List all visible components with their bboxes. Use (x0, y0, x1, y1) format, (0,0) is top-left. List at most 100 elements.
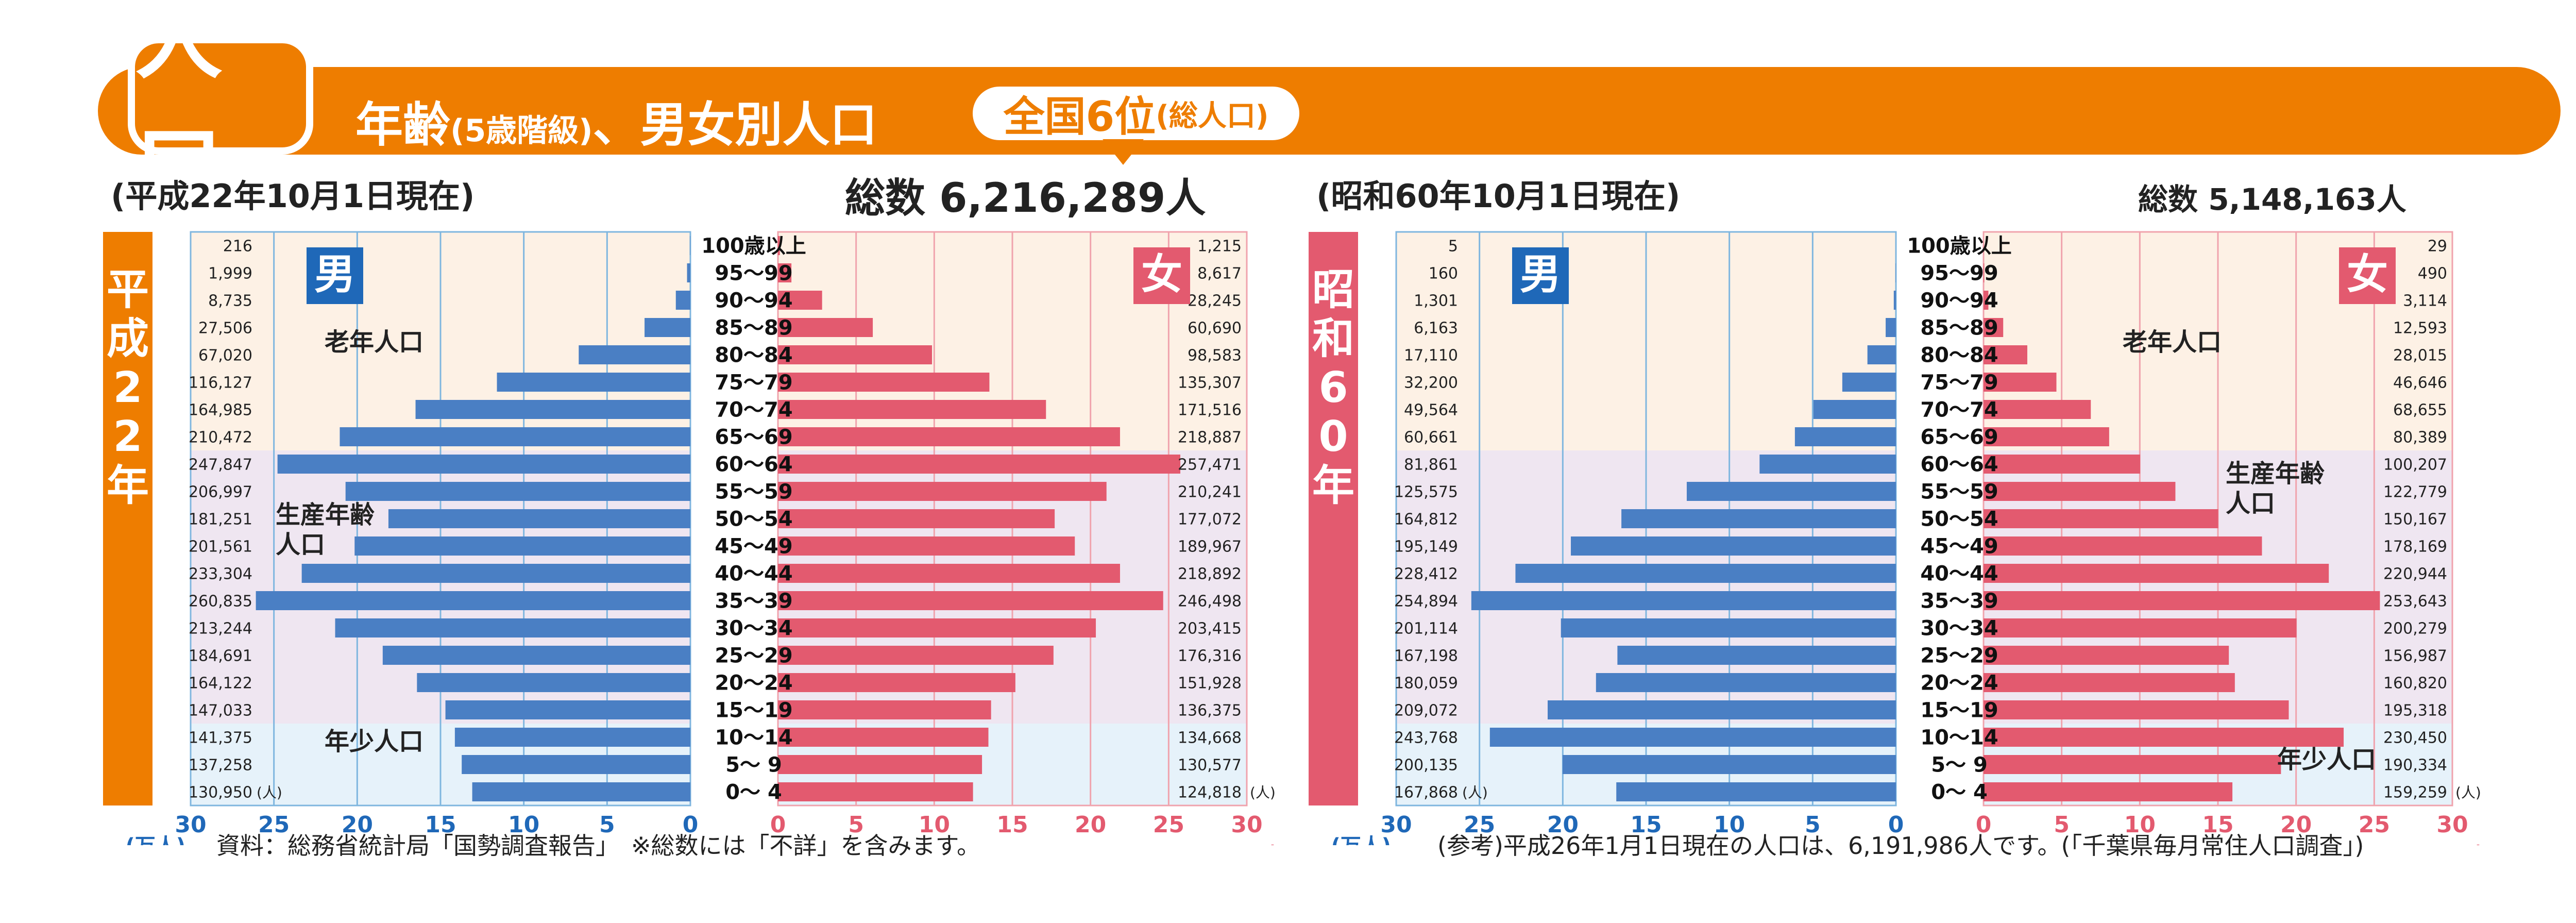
female-count-label: 156,987 (2383, 647, 2447, 665)
female-count-label: 246,498 (1178, 593, 1242, 611)
age-group-label: 55～59 (715, 480, 792, 504)
female-count-label: 60,690 (1188, 320, 1242, 338)
female-bar (1984, 400, 2091, 419)
subtitle-main: 年齢 (355, 97, 451, 153)
male-count-label: 1,301 (1414, 292, 1458, 310)
era-label-showa60: 昭和 6 0 年 (1312, 265, 1354, 510)
female-bar (778, 728, 989, 747)
rank-badge-pointer (1103, 139, 1144, 165)
female-count-label: 80,389 (2393, 429, 2447, 447)
male-bar (462, 755, 690, 774)
female-count-label: 12,593 (2393, 320, 2447, 338)
male-count-label: 228,412 (1394, 565, 1458, 583)
age-group-label: 70～74 (715, 398, 792, 422)
female-label-bg (2339, 247, 2396, 304)
female-count-label: 134,668 (1178, 729, 1242, 747)
female-tick-label: 5 (848, 812, 864, 838)
female-count-label: 122,779 (2383, 483, 2447, 501)
female-count-label: 124,818 (1178, 784, 1242, 802)
male-bar (1562, 755, 1896, 774)
male-count-suffix: (人) (257, 784, 282, 801)
age-group-label: 20～24 (1920, 672, 1998, 695)
group-label: 生産年齢人口 (2226, 459, 2325, 518)
male-count-label: 67,020 (198, 347, 252, 365)
male-bar (415, 400, 690, 419)
era-label-bg (103, 232, 152, 805)
female-count-label: 178,169 (2383, 538, 2447, 556)
asof-left: (平成22年10月1日現在) (111, 177, 475, 215)
female-count-label: 490 (2418, 265, 2447, 283)
age-group-label: 85～89 (1920, 316, 1998, 340)
female-unit-label: (万人) (1232, 844, 1288, 845)
era-label-bg (1309, 232, 1358, 805)
female-count-label: 130,577 (1178, 757, 1242, 775)
group-label: 年少人口 (2277, 745, 2376, 774)
rank-main: 全国6位 (1003, 93, 1156, 141)
female-bar (1984, 618, 2297, 637)
male-count-label: 147,033 (189, 702, 252, 720)
male-bar (1471, 591, 1896, 610)
subtitle-rest: 、男女別人口 (592, 97, 877, 153)
age-group-label: 30～34 (1920, 617, 1998, 641)
female-count-label: 28,015 (2393, 347, 2447, 365)
female-bar (778, 618, 1096, 637)
male-bar (1571, 536, 1896, 556)
group-label: 生産年齢人口 (276, 500, 375, 559)
age-group-label: 5～ 9 (725, 753, 782, 777)
male-count-label: 6,163 (1414, 320, 1458, 338)
female-bar (778, 455, 1180, 474)
male-bar (454, 728, 690, 747)
female-tick-label: 15 (2202, 812, 2233, 838)
age-group-label: 90～94 (715, 289, 792, 313)
male-count-label: 17,110 (1404, 347, 1458, 365)
age-group-label: 0～ 4 (1931, 781, 1988, 804)
female-count-label: 176,316 (1178, 647, 1242, 665)
female-bar (778, 536, 1075, 556)
subtitle-paren: (5歳階級) (450, 113, 593, 149)
male-count-label: 32,200 (1404, 374, 1458, 392)
female-bar (778, 427, 1120, 446)
age-group-label: 55～59 (1920, 480, 1998, 504)
male-tick-label: 0 (1888, 812, 1904, 838)
female-count-suffix: (人) (2455, 784, 2481, 801)
female-tick-label: 25 (2359, 812, 2390, 838)
female-bar (1984, 591, 2380, 610)
pyramid-chart-showa60: 昭和 6 0 年 5 160 1,301 6,163 17,110 32,200 49,564 60,… (1309, 231, 2494, 845)
age-group-label: 35～39 (1920, 590, 1998, 613)
title-banner (98, 67, 2561, 155)
age-group-label: 50～54 (1920, 508, 1998, 531)
female-count-label: 46,646 (2393, 374, 2447, 392)
male-bar (472, 782, 690, 801)
total-right: 総数 5,148,163人 (2138, 182, 2406, 217)
female-tick-label: 20 (2280, 812, 2312, 838)
male-count-label: 27,506 (198, 320, 252, 338)
female-bar (1984, 673, 2235, 692)
male-count-label: 216 (223, 238, 252, 256)
age-group-label: 75～79 (1920, 371, 1998, 395)
female-tick-label: 30 (2436, 812, 2468, 838)
age-group-label: 40～44 (715, 562, 792, 586)
age-group-label: 80～84 (715, 344, 792, 367)
female-count-label: 189,967 (1178, 538, 1242, 556)
age-group-label: 100歳以上 (701, 234, 806, 258)
title-badge: 人口 (128, 0, 313, 218)
female-label-bg (1133, 247, 1190, 304)
female-count-label: 171,516 (1178, 401, 1242, 419)
age-group-label: 95～99 (1920, 262, 1998, 286)
age-group-label: 95～99 (715, 262, 792, 286)
male-count-label: 181,251 (189, 511, 252, 529)
female-tick-label: 10 (919, 812, 950, 838)
age-group-label: 10～14 (1920, 726, 1998, 750)
pyramid-chart-heisei22: 平成 2 2 年 216 1,999 8,735 27,506 67,020 116,127 164… (103, 231, 1288, 845)
female-count-label: 3,114 (2403, 292, 2447, 310)
male-bar (1596, 673, 1896, 692)
male-tick-label: 5 (1805, 812, 1821, 838)
male-count-label: 200,135 (1394, 757, 1458, 775)
female-count-label: 28,245 (1188, 292, 1242, 310)
male-bar (277, 455, 690, 474)
male-count-label: 49,564 (1404, 401, 1458, 419)
female-count-label: 136,375 (1178, 702, 1242, 720)
male-count-label: 184,691 (189, 647, 252, 665)
male-bar (645, 318, 690, 337)
female-count-label: 177,072 (1178, 511, 1242, 529)
